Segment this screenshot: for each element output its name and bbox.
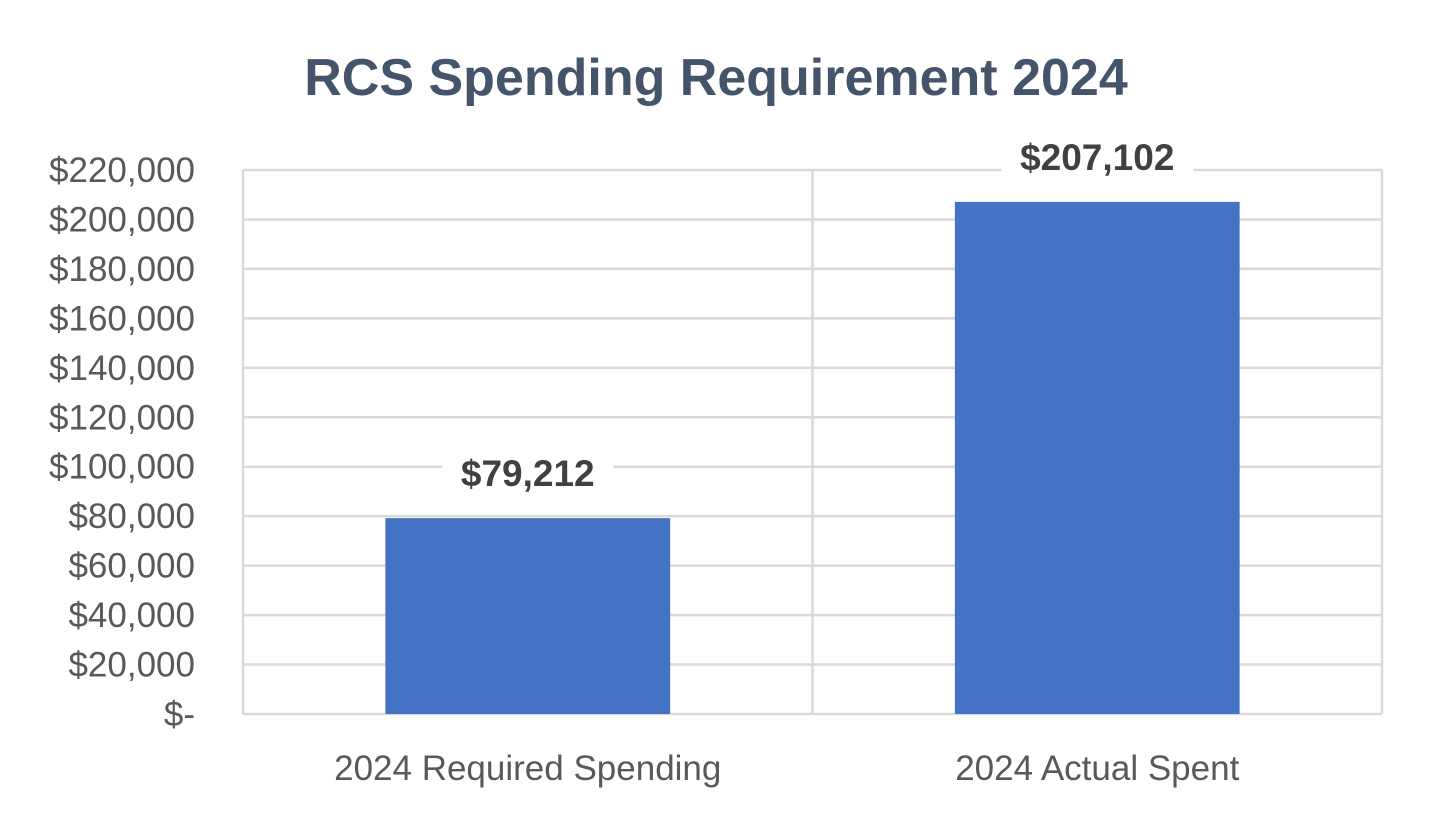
y-tick-label: $140,000 <box>49 349 195 388</box>
data-label: $79,212 <box>461 453 595 494</box>
bar-1 <box>954 201 1240 714</box>
y-tick-label: $160,000 <box>49 299 195 338</box>
y-tick-label: $40,000 <box>68 596 195 635</box>
y-tick-label: $220,000 <box>49 151 195 190</box>
bars <box>385 201 1240 714</box>
data-label: $207,102 <box>1020 137 1174 178</box>
y-tick-label: $180,000 <box>49 250 195 289</box>
bar-0 <box>385 518 671 714</box>
y-tick-label: $- <box>164 695 195 734</box>
data-labels: $79,212 $207,102 <box>442 135 1194 499</box>
y-tick-label: $20,000 <box>68 646 195 685</box>
y-axis-ticks: $- $20,000 $40,000 $60,000 $80,000 $100,000 $1… <box>49 151 195 734</box>
chart-title: RCS Spending Requirement 2024 <box>304 49 1128 107</box>
x-category-label: 2024 Required Spending <box>334 749 721 788</box>
y-tick-label: $120,000 <box>49 398 195 437</box>
y-tick-label: $80,000 <box>68 497 195 536</box>
y-tick-label: $200,000 <box>49 200 195 239</box>
x-axis-categories: 2024 Required Spending 2024 Actual Spent <box>334 749 1239 788</box>
x-category-label: 2024 Actual Spent <box>955 749 1239 788</box>
y-tick-label: $60,000 <box>68 547 195 586</box>
data-label-background <box>442 452 614 499</box>
data-label-background <box>1001 135 1194 182</box>
y-tick-label: $100,000 <box>49 448 195 487</box>
